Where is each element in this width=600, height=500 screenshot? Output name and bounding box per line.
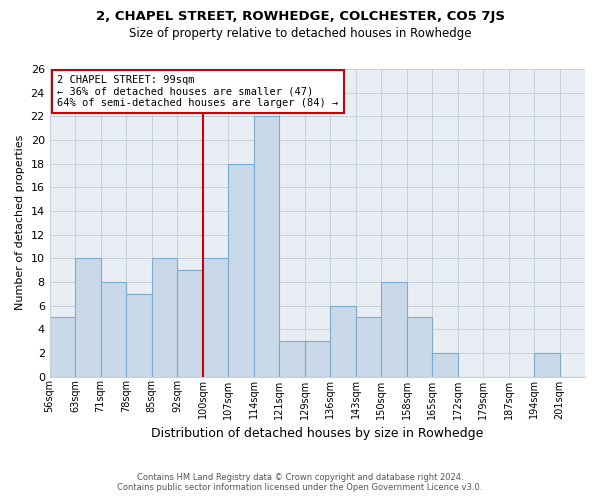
Bar bbox=[177, 270, 203, 376]
Bar bbox=[279, 341, 305, 376]
Bar bbox=[50, 318, 75, 376]
X-axis label: Distribution of detached houses by size in Rowhedge: Distribution of detached houses by size … bbox=[151, 427, 484, 440]
Bar bbox=[381, 282, 407, 376]
Bar bbox=[254, 116, 279, 376]
Bar bbox=[228, 164, 254, 376]
Bar bbox=[330, 306, 356, 376]
Bar bbox=[152, 258, 177, 376]
Bar bbox=[101, 282, 126, 376]
Bar bbox=[203, 258, 228, 376]
Text: Contains HM Land Registry data © Crown copyright and database right 2024.
Contai: Contains HM Land Registry data © Crown c… bbox=[118, 473, 482, 492]
Bar bbox=[356, 318, 381, 376]
Bar bbox=[534, 353, 560, 376]
Bar bbox=[126, 294, 152, 376]
Bar bbox=[75, 258, 101, 376]
Text: 2 CHAPEL STREET: 99sqm
← 36% of detached houses are smaller (47)
64% of semi-det: 2 CHAPEL STREET: 99sqm ← 36% of detached… bbox=[58, 75, 338, 108]
Text: 2, CHAPEL STREET, ROWHEDGE, COLCHESTER, CO5 7JS: 2, CHAPEL STREET, ROWHEDGE, COLCHESTER, … bbox=[95, 10, 505, 23]
Bar bbox=[407, 318, 432, 376]
Bar bbox=[432, 353, 458, 376]
Y-axis label: Number of detached properties: Number of detached properties bbox=[15, 135, 25, 310]
Bar bbox=[305, 341, 330, 376]
Text: Size of property relative to detached houses in Rowhedge: Size of property relative to detached ho… bbox=[129, 28, 471, 40]
